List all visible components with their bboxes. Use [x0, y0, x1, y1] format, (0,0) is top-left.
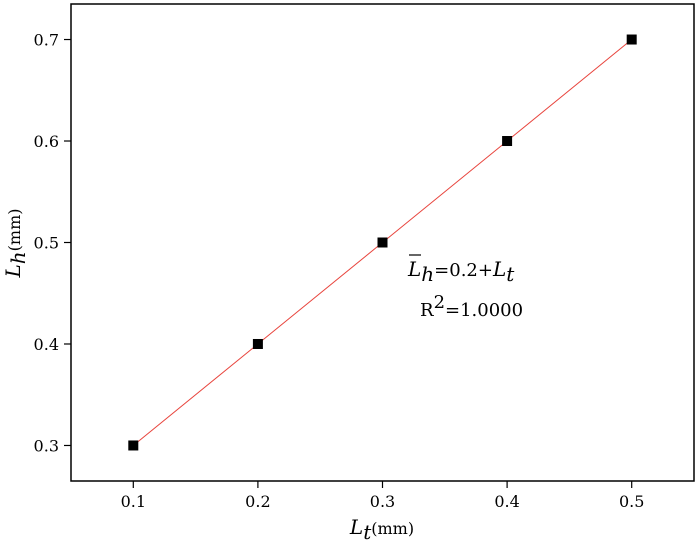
eq-rhs-symbol: L [492, 257, 506, 281]
y-tick-label: 0.3 [34, 436, 59, 455]
r-squared: R2=1.0000 [420, 292, 523, 321]
data-point [626, 34, 637, 45]
y-axis-unit: (mm) [5, 209, 24, 252]
r2-prefix: R [420, 300, 434, 321]
x-tick-label: 0.1 [121, 492, 146, 511]
data-point [252, 338, 263, 349]
y-axis-label: Lh(mm) [1, 209, 30, 279]
fit-equation: Lh=0.2+Lt [407, 257, 515, 286]
eq-rhs-subscript: t [506, 262, 515, 286]
y-tick-label: 0.7 [34, 31, 59, 50]
svg-text:Lh(mm): Lh(mm) [1, 209, 30, 279]
x-tick-label: 0.4 [494, 492, 519, 511]
y-axis-subscript: h [6, 251, 30, 264]
tick-marks [64, 38, 633, 488]
x-axis-unit: (mm) [371, 519, 414, 538]
tick-labels: 0.1 0.2 0.3 0.4 0.5 0.3 0.4 0.5 0.6 0.7 [34, 31, 645, 511]
data-points [128, 34, 637, 451]
eq-middle: =0.2+ [434, 260, 493, 281]
eq-lhs-subscript: h [421, 262, 434, 286]
y-axis-symbol: L [1, 264, 25, 278]
x-axis-symbol: L [349, 515, 363, 539]
x-tick-label: 0.5 [619, 492, 644, 511]
eq-lhs-symbol: L [407, 257, 421, 281]
x-axis-subscript: t [363, 520, 372, 544]
r2-value: =1.0000 [445, 300, 523, 321]
x-axis-label: Lt(mm) [349, 515, 414, 544]
data-point [128, 440, 139, 451]
y-tick-label: 0.6 [34, 132, 59, 151]
x-tick-label: 0.3 [370, 492, 395, 511]
y-tick-label: 0.5 [34, 234, 59, 253]
y-tick-label: 0.4 [34, 335, 59, 354]
data-point [502, 136, 513, 147]
data-point [377, 237, 388, 248]
x-tick-label: 0.2 [245, 492, 270, 511]
r2-sup: 2 [434, 292, 445, 313]
